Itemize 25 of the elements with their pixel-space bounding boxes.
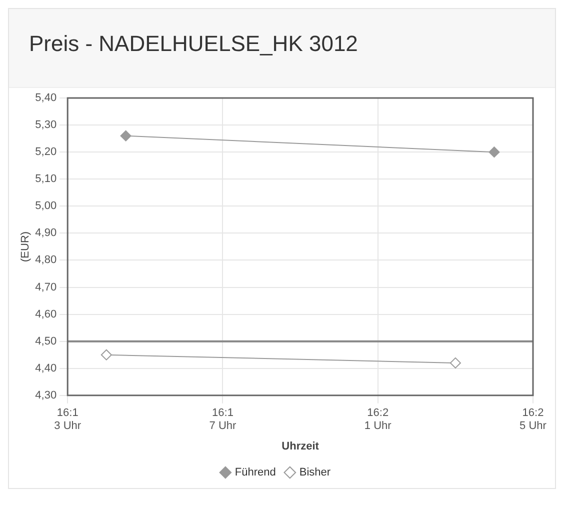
y-tick-label: 5,20 xyxy=(35,146,57,158)
y-tick-label: 4,30 xyxy=(35,389,57,402)
point xyxy=(488,146,500,158)
y-axis-title: (EUR) xyxy=(20,231,32,262)
point xyxy=(450,357,461,368)
x-tick-label: 16:1 7 Uhr xyxy=(209,407,237,432)
y-tick-label: 4,50 xyxy=(35,335,57,348)
x-tick-label: 16:2 1 Uhr xyxy=(364,407,392,432)
y-tick-label: 4,70 xyxy=(35,281,57,294)
y-tick-label: 4,80 xyxy=(35,254,57,266)
point xyxy=(120,130,132,142)
y-tick-label: 4,90 xyxy=(35,227,57,240)
legend-label: Führend xyxy=(234,466,276,479)
x-axis-title: Uhrzeit xyxy=(282,440,320,452)
y-tick-label: 5,10 xyxy=(35,173,57,186)
chart-title: Preis - NADELHUELSE_HK 3012 xyxy=(9,9,555,88)
point xyxy=(100,349,112,360)
legend-label: Bisher xyxy=(299,466,331,479)
y-tick-label: 5,00 xyxy=(35,200,57,212)
y-tick-label: 5,30 xyxy=(35,119,57,132)
x-tick-label: 16:1 3 Uhr xyxy=(54,407,82,432)
y-tick-label: 5,40 xyxy=(35,92,57,104)
x-tick-label: 16:2 5 Uhr xyxy=(520,407,547,432)
y-tick-label: 4,60 xyxy=(35,308,57,320)
y-tick-label: 4,40 xyxy=(35,362,57,374)
